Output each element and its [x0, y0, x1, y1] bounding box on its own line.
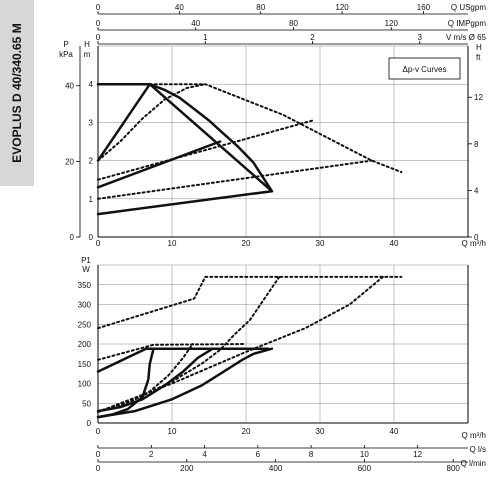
- model-sidebar: EVOPLUS D 40/340.65 M: [0, 0, 34, 186]
- power-x-tick-label: 10: [168, 427, 177, 436]
- kpa-tick-label: 0: [70, 233, 75, 242]
- top-axis-tick-label: 0: [96, 3, 101, 12]
- kpa-tick-label: 20: [65, 157, 74, 166]
- top-axis-tick-label: 1: [203, 33, 208, 42]
- power-x-axis-label: Q m³/h: [462, 431, 486, 440]
- bottom-axis-label: Q l/min: [461, 459, 486, 468]
- power-curve-series-2: [96, 347, 214, 413]
- power-y-tick-label: 50: [82, 399, 91, 408]
- power-y-tick-label: 0: [87, 419, 92, 428]
- bottom-axis-tick-label: 0: [96, 464, 101, 473]
- bottom-axis-tick-label: 4: [202, 450, 207, 459]
- head-m-tick-label: 2: [89, 157, 94, 166]
- power-curve-series-4: [97, 275, 403, 330]
- head-m-axis-label: H: [84, 40, 90, 49]
- top-axis-tick-label: 80: [289, 19, 298, 28]
- top-axis-tick-label: 40: [191, 19, 200, 28]
- ft-tick-label: 8: [474, 140, 479, 149]
- head-x-tick-label: 40: [390, 239, 399, 248]
- bottom-axis-tick-label: 800: [447, 464, 461, 473]
- head-x-tick-label: 0: [96, 239, 101, 248]
- bottom-axis-tick-label: 12: [413, 450, 422, 459]
- ft-axis-label: H: [476, 43, 482, 52]
- bottom-axis-tick-label: 8: [309, 450, 314, 459]
- top-axis-label: Q IMPgpm: [448, 19, 487, 28]
- power-y-tick-label: 300: [78, 301, 92, 310]
- power-curve-series-3: [96, 347, 274, 419]
- bottom-axis-tick-label: 0: [96, 450, 101, 459]
- power-curve-series-0: [96, 347, 270, 373]
- head-m-tick-label: 3: [89, 118, 94, 127]
- ft-tick-label: 0: [474, 233, 479, 242]
- bottom-axis-tick-label: 10: [360, 450, 369, 459]
- top-axis-tick-label: 3: [418, 33, 423, 42]
- head-curve-series-7: [97, 159, 373, 200]
- bottom-axis-tick-label: 6: [256, 450, 261, 459]
- power-curve-series-6: [97, 343, 194, 413]
- power-y-tick-label: 200: [78, 340, 92, 349]
- kpa-tick-label: 40: [65, 82, 74, 91]
- power-curve-series-8: [97, 275, 384, 413]
- top-axis-tick-label: 120: [385, 19, 399, 28]
- top-axis-tick-label: 0: [96, 19, 101, 28]
- head-curve-series-6: [97, 119, 314, 181]
- head-curve-series-5: [148, 83, 403, 174]
- bottom-axis-label: Q l/s: [470, 445, 486, 454]
- head-x-tick-label: 20: [242, 239, 251, 248]
- top-axis-tick-label: 160: [417, 3, 431, 12]
- ft-tick-label: 12: [474, 93, 483, 102]
- power-x-tick-label: 0: [96, 427, 101, 436]
- power-y-tick-label: 250: [78, 320, 92, 329]
- chart-title: Δp-v Curves: [402, 65, 446, 74]
- kpa-axis-label: P: [63, 40, 68, 49]
- head-curve-series-0: [96, 82, 274, 216]
- bottom-axis-tick-label: 200: [180, 464, 194, 473]
- ft-tick-label: 4: [474, 186, 479, 195]
- bottom-axis-tick-label: 400: [269, 464, 283, 473]
- top-axis-tick-label: 120: [335, 3, 349, 12]
- head-x-axis-label: Q m³/h: [462, 239, 486, 248]
- power-y-axis-unit: W: [82, 265, 90, 274]
- bottom-axis-tick-label: 600: [358, 464, 372, 473]
- top-axis-tick-label: 0: [96, 33, 101, 42]
- top-axis-label: Q USgpm: [451, 3, 486, 12]
- head-m-tick-label: 0: [89, 233, 94, 242]
- head-curve-series-4: [97, 83, 207, 162]
- power-y-axis-label: P1: [81, 256, 91, 265]
- head-x-tick-label: 30: [316, 239, 325, 248]
- head-curve-series-2: [96, 140, 222, 189]
- top-axis-label: V m/s Ø 65: [446, 33, 487, 42]
- top-axis-tick-label: 40: [175, 3, 184, 12]
- head-curve-series-3: [148, 82, 274, 193]
- head-m-tick-label: 4: [89, 80, 94, 89]
- power-x-tick-label: 40: [390, 427, 399, 436]
- head-x-tick-label: 10: [168, 239, 177, 248]
- power-y-tick-label: 150: [78, 360, 92, 369]
- head-m-tick-label: 1: [89, 195, 94, 204]
- kpa-axis-unit: kPa: [59, 50, 73, 59]
- power-x-tick-label: 20: [242, 427, 251, 436]
- power-x-tick-label: 30: [316, 427, 325, 436]
- top-axis-tick-label: 2: [310, 33, 315, 42]
- ft-axis-unit: ft: [476, 53, 481, 62]
- power-y-tick-label: 100: [78, 380, 92, 389]
- head-curve-series-1: [96, 82, 152, 162]
- top-axis-tick-label: 80: [256, 3, 265, 12]
- title-box: [388, 57, 461, 80]
- power-y-tick-label: 350: [78, 281, 92, 290]
- bottom-axis-tick-label: 2: [149, 450, 154, 459]
- power-curve-series-5: [97, 343, 247, 361]
- head-m-axis-unit: m: [84, 50, 91, 59]
